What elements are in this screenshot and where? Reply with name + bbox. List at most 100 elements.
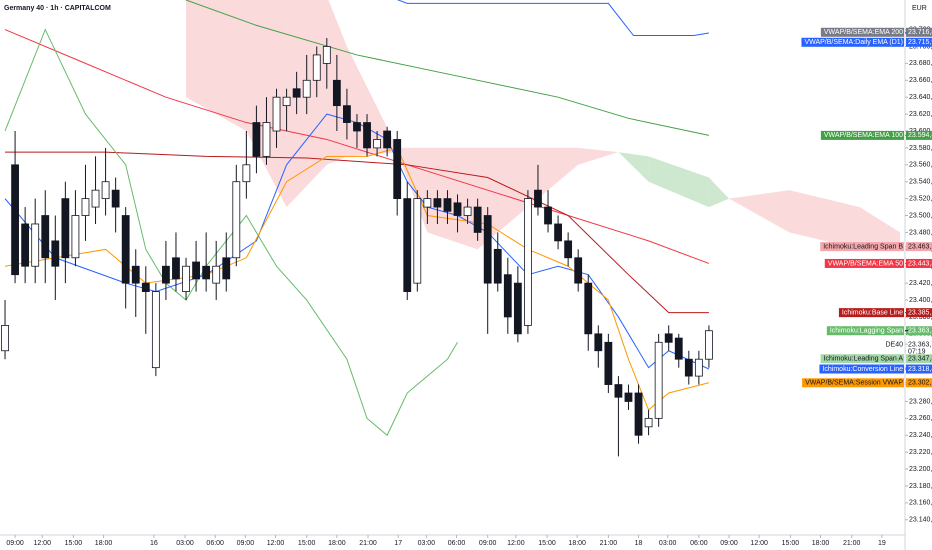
candle-body	[453, 202, 462, 216]
candle-body	[61, 198, 70, 259]
price-label-box	[906, 364, 932, 374]
x-tick-label: 17	[394, 540, 402, 547]
candle-body	[403, 198, 412, 292]
candle-body	[111, 189, 120, 208]
candle-body	[302, 79, 311, 98]
candle-body	[292, 88, 301, 98]
cloud-segment	[578, 147, 619, 165]
candle-body	[705, 330, 713, 360]
y-tick-label: 23.680,0	[909, 60, 932, 67]
candle-body	[433, 198, 442, 208]
cloud-segment	[427, 147, 478, 250]
cloud-segment	[789, 190, 860, 250]
x-tick-label: 03:00	[418, 540, 436, 547]
candle-body	[393, 139, 402, 200]
candle-body	[31, 223, 40, 267]
candle-body	[564, 240, 573, 259]
last-price-label: 23.363,7	[908, 342, 932, 349]
currency-label: EUR	[912, 5, 927, 12]
candle-body	[71, 215, 80, 259]
series-label-box	[820, 354, 904, 364]
candle-body	[614, 384, 623, 398]
cloud-segment	[186, 0, 247, 132]
candle-body	[473, 206, 482, 233]
x-tick-label: 15:00	[782, 540, 800, 547]
candle-body	[513, 282, 522, 335]
candle-body	[81, 198, 90, 216]
series-label: Ichimoku:Leading Span A	[824, 356, 904, 363]
series-label: Ichimoku:Lagging Span	[830, 328, 903, 335]
candle-body	[604, 341, 613, 385]
price-label: 23.716,8	[908, 29, 932, 36]
candle-body	[423, 198, 432, 208]
y-tick-label: 23.700,0	[909, 43, 932, 50]
x-tick-label: 12:00	[267, 540, 285, 547]
x-tick-label: 15:00	[298, 540, 316, 547]
candle-body	[684, 358, 693, 377]
series-label-box	[802, 378, 904, 388]
indicator-line	[4, 147, 710, 411]
series-label-box	[826, 326, 904, 336]
price-label-box	[906, 326, 932, 336]
candle-body	[242, 164, 251, 183]
candle-body	[584, 282, 593, 335]
candle-body	[644, 417, 653, 428]
y-tick-label: 23.520,0	[909, 195, 932, 202]
series-label: VWAP/B/SEMA:EMA 100	[824, 132, 903, 139]
candle-body	[172, 257, 180, 280]
price-label-box	[906, 258, 932, 268]
candle-body	[282, 96, 291, 107]
candle-body	[21, 223, 30, 267]
x-tick-label: 12:00	[33, 540, 51, 547]
candle-body	[654, 341, 663, 419]
candle-body	[554, 223, 562, 242]
x-tick-label: 21:00	[843, 540, 861, 547]
x-tick-label: 18:00	[568, 540, 586, 547]
x-tick-label: 06:00	[448, 540, 466, 547]
candle-body	[322, 46, 331, 64]
candle-body	[634, 392, 643, 436]
series-label: VWAP/B/SEMA:EMA 50	[828, 260, 903, 267]
y-tick-label: 23.380,0	[909, 314, 932, 321]
series-label-box	[824, 258, 904, 268]
candle-body	[373, 139, 381, 149]
x-tick-label: 03:00	[176, 540, 194, 547]
price-label-box	[906, 37, 932, 47]
series-label: VWAP/B/SEMA:EMA 200	[824, 29, 903, 36]
y-tick-label: 23.260,0	[909, 415, 932, 422]
price-label-box	[906, 27, 932, 37]
candle-body	[1, 324, 9, 352]
x-tick-label: 03:00	[659, 540, 677, 547]
cloud-segment	[859, 207, 900, 250]
price-label-box	[906, 242, 932, 252]
candle-body	[493, 248, 502, 284]
candle-body	[343, 105, 351, 123]
y-tick-label: 23.240,0	[909, 432, 932, 439]
price-label-box	[906, 354, 932, 364]
candle-body	[463, 206, 472, 216]
y-tick-label: 23.560,0	[909, 162, 932, 169]
x-tick-label: 09:00	[479, 540, 497, 547]
price-label-box	[906, 130, 932, 140]
price-label: 23.443,3	[908, 260, 932, 267]
candle-body	[674, 337, 683, 360]
price-label-box	[906, 308, 932, 318]
indicator-line	[4, 28, 458, 437]
candle-body	[353, 122, 361, 132]
x-tick-label: 18:00	[95, 540, 113, 547]
candle-body	[503, 274, 512, 318]
candle-body	[524, 198, 532, 326]
price-label: 23.385,1	[908, 309, 932, 316]
candle-body	[694, 358, 703, 377]
y-tick-label: 23.160,0	[909, 500, 932, 507]
candle-body	[202, 265, 211, 280]
y-tick-label: 23.480,0	[909, 229, 932, 236]
price-label: 23.715,9	[908, 39, 932, 46]
x-tick-label: 15:00	[538, 540, 556, 547]
candle-body	[101, 181, 110, 200]
candle-body	[383, 130, 392, 149]
price-label: 23.302,1	[908, 380, 932, 387]
candle-body	[363, 122, 371, 149]
candle-body	[483, 215, 492, 284]
last-price-box	[906, 340, 932, 357]
